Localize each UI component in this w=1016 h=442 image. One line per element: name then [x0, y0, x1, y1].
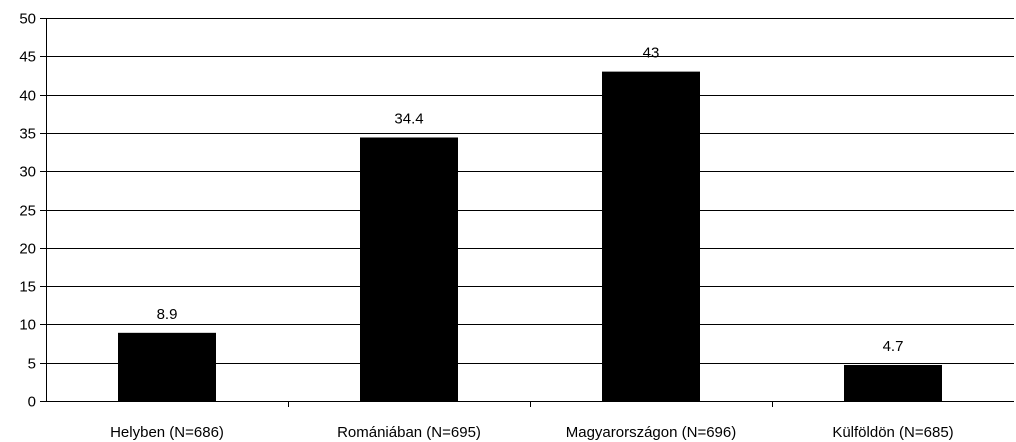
data-label: 4.7: [883, 338, 904, 355]
x-axis-labels: Helyben (N=686) Romániában (N=695) Magyaro…: [110, 424, 954, 441]
bar: [844, 364, 942, 401]
y-tick-label: 35: [19, 126, 36, 143]
bars: [118, 71, 942, 402]
x-tick-label: Helyben (N=686): [110, 424, 224, 441]
data-label: 8.9: [157, 306, 178, 323]
bar: [118, 332, 216, 401]
y-tick-label: 40: [19, 88, 36, 105]
data-label: 34.4: [394, 110, 423, 127]
gridlines: [46, 18, 1014, 364]
data-label: 43: [643, 45, 660, 62]
x-tick-label: Magyarországon (N=696): [566, 424, 737, 441]
axes: [46, 18, 1014, 407]
y-tick-label: 30: [19, 164, 36, 181]
y-tick-label: 20: [19, 241, 36, 258]
y-tick-label: 45: [19, 49, 36, 66]
y-tick-label: 5: [28, 356, 36, 373]
y-tick-label: 10: [19, 317, 36, 334]
y-tick-label: 15: [19, 279, 36, 296]
data-labels: 8.9 34.4 43 4.7: [157, 45, 904, 355]
x-tick-label: Romániában (N=695): [337, 424, 481, 441]
y-tick-label: 0: [28, 394, 36, 411]
y-tick-label: 25: [19, 203, 36, 220]
bar: [602, 71, 700, 402]
y-tick-label: 50: [19, 11, 36, 28]
y-axis-ticks: 0 5 10 15 20 25 30 35 40 45 50: [19, 11, 46, 411]
x-tick-label: Külföldön (N=685): [832, 424, 953, 441]
bar: [360, 137, 458, 401]
